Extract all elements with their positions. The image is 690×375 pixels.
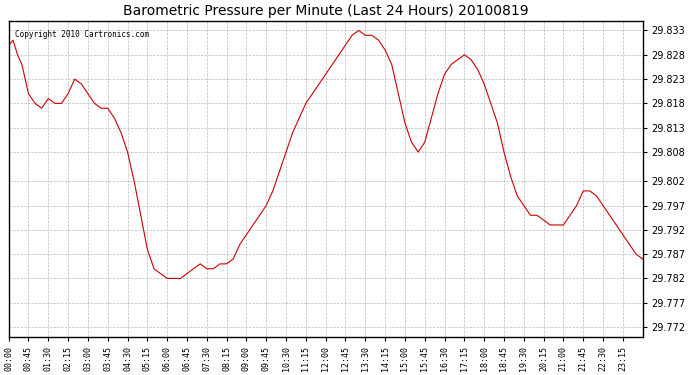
Title: Barometric Pressure per Minute (Last 24 Hours) 20100819: Barometric Pressure per Minute (Last 24 … — [123, 4, 529, 18]
Text: Copyright 2010 Cartronics.com: Copyright 2010 Cartronics.com — [15, 30, 149, 39]
